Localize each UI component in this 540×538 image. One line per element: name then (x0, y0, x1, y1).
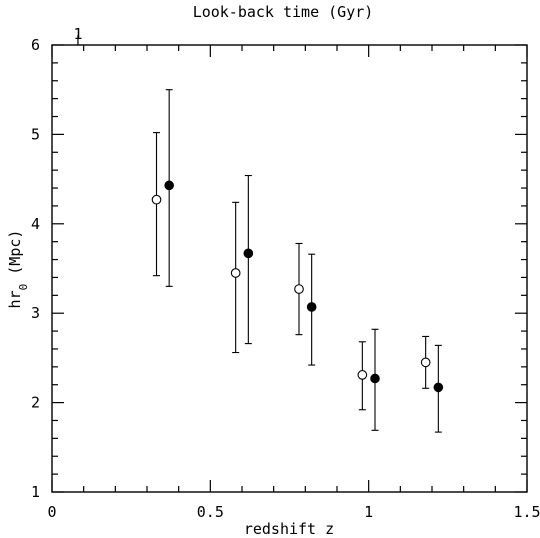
y-tick-label: 6 (31, 36, 40, 54)
data-point-open (151, 194, 162, 205)
y-axis-title: hr0 (Mpc) (6, 230, 30, 309)
data-point-open (230, 268, 241, 278)
top-axis-title: Look-back time (Gyr) (193, 3, 374, 21)
y-tick-label: 1 (31, 483, 40, 501)
data-point-filled (370, 373, 380, 384)
data-point-open (294, 284, 304, 294)
data-point-filled (243, 248, 254, 259)
y-axis-title-main: hr (6, 290, 24, 308)
y-axis-title-unit: (Mpc) (6, 230, 24, 284)
y-tick-label: 4 (31, 215, 40, 233)
x-axis-title: redshift z (244, 520, 334, 538)
x-tick-label: 1.5 (513, 503, 540, 521)
y-tick-label: 5 (31, 125, 40, 143)
y-axis-title-sub: 0 (17, 284, 30, 291)
data-point-open (420, 357, 431, 368)
x-tick-label: 0 (47, 503, 56, 521)
x-tick-label: 0.5 (197, 503, 224, 521)
data-point-open (357, 370, 368, 380)
plot-frame (51, 44, 528, 493)
y-tick-label: 3 (31, 304, 40, 322)
data-point-filled (433, 382, 444, 393)
axes: 0 0.5 1 1.5 1 1 2 3 4 5 6 (31, 25, 540, 521)
y-tick-label: 2 (31, 394, 40, 412)
x-tick-label: 1 (364, 503, 373, 521)
error-bars (153, 89, 442, 433)
data-point-filled (164, 180, 174, 191)
data-point-filled (306, 302, 317, 312)
top-axis-tick-label: 1 (73, 25, 82, 43)
data-points (151, 180, 444, 393)
